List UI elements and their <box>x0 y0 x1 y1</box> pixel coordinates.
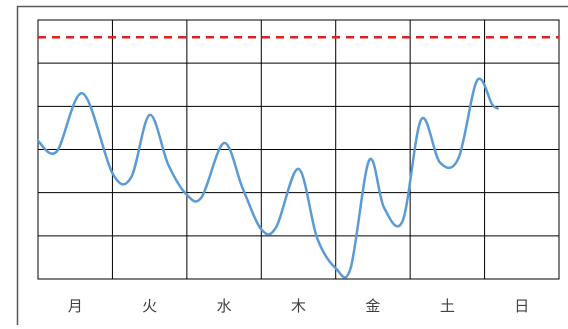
chart-area-border <box>18 7 568 326</box>
x-tick-label: 土 <box>440 297 455 315</box>
x-tick-label: 火 <box>142 297 157 315</box>
x-tick-label: 月 <box>68 297 83 315</box>
x-tick-label: 金 <box>365 297 380 315</box>
x-tick-label: 日 <box>514 297 529 315</box>
x-tick-label: 木 <box>291 297 306 315</box>
x-tick-label: 水 <box>217 297 232 315</box>
